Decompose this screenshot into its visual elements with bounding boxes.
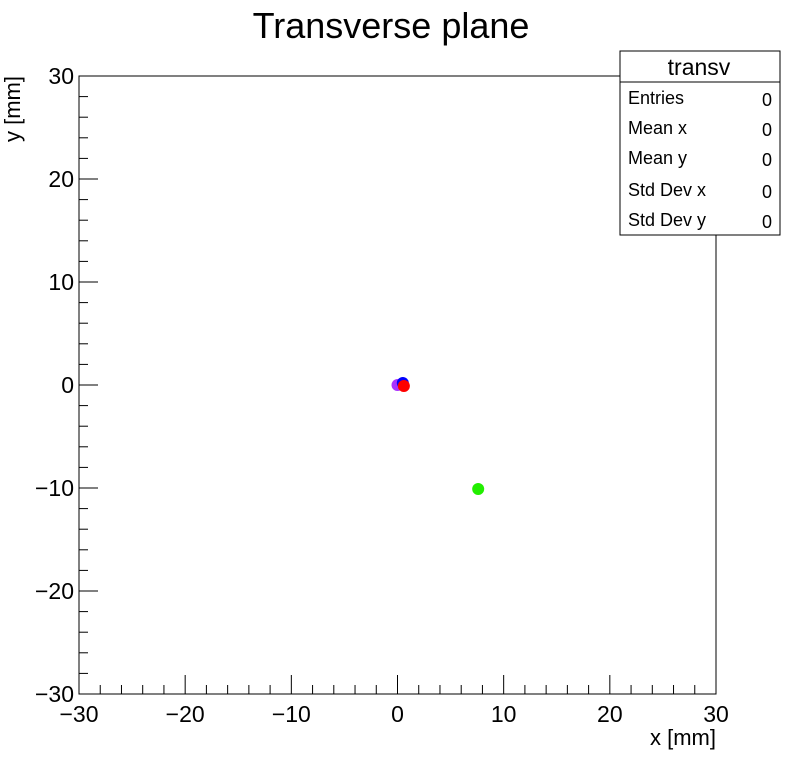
stats-row-value: 0 xyxy=(762,150,772,170)
y-axis-ticks xyxy=(79,75,98,695)
data-points xyxy=(391,376,485,496)
y-axis-tick-labels: −30 −20 −10 0 10 20 30 xyxy=(35,63,74,707)
stats-box: transv Entries 0 Mean x 0 Mean y 0 Std Dev x 0 S… xyxy=(619,50,781,236)
stats-row-label: Mean y xyxy=(628,148,687,168)
x-tick-label: 0 xyxy=(391,701,404,727)
stats-row-value: 0 xyxy=(762,90,772,110)
x-tick-label: −30 xyxy=(59,701,98,727)
x-tick-label: 30 xyxy=(703,701,729,727)
x-tick-label: 10 xyxy=(491,701,517,727)
x-axis-ticks xyxy=(78,675,717,694)
stats-row-value: 0 xyxy=(762,212,772,232)
stats-row-value: 0 xyxy=(762,182,772,202)
y-tick-label: 30 xyxy=(48,63,74,89)
data-point xyxy=(472,483,485,496)
y-tick-label: −20 xyxy=(35,578,74,604)
x-tick-label: −10 xyxy=(272,701,311,727)
stats-row-value: 0 xyxy=(762,120,772,140)
x-axis-label: x [mm] xyxy=(650,725,716,750)
y-axis-label: y [mm] xyxy=(0,76,25,142)
x-tick-label: −20 xyxy=(166,701,205,727)
y-tick-label: −30 xyxy=(35,681,74,707)
y-tick-label: 20 xyxy=(48,166,74,192)
stats-row-label: Entries xyxy=(628,88,684,108)
y-tick-label: −10 xyxy=(35,475,74,501)
stats-row-label: Std Dev x xyxy=(628,180,706,200)
y-tick-label: 0 xyxy=(61,372,74,398)
stats-box-title: transv xyxy=(668,54,731,80)
chart-title: Transverse plane xyxy=(253,5,530,46)
stats-row-label: Std Dev y xyxy=(628,210,706,230)
x-tick-label: 20 xyxy=(597,701,623,727)
stats-row-label: Mean x xyxy=(628,118,687,138)
x-axis-tick-labels: −30 −20 −10 0 10 20 30 xyxy=(59,701,728,727)
stats-box-rows: Entries 0 Mean x 0 Mean y 0 Std Dev x 0 Std Dev … xyxy=(628,88,772,232)
data-point xyxy=(397,380,410,393)
y-tick-label: 10 xyxy=(48,269,74,295)
